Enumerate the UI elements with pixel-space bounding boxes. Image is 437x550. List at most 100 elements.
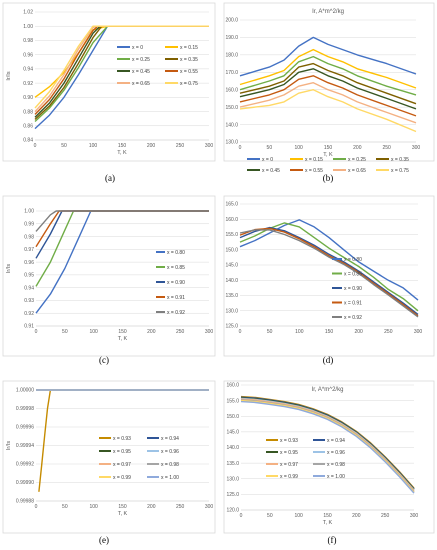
x-tick-label: 50 <box>62 504 68 510</box>
legend-label: x = 0.25 <box>348 157 366 163</box>
legend-label: x = 0.80 <box>344 257 362 263</box>
x-tick-label: 200 <box>352 513 361 519</box>
y-tick-label: 0.99988 <box>16 499 34 505</box>
y-tick-label: 160.0 <box>225 87 238 93</box>
legend-label: x = 0.98 <box>161 462 179 468</box>
legend-label: x = 0.85 <box>344 271 362 277</box>
x-axis-label: T, K <box>118 336 128 342</box>
y-tick-label: 0.94 <box>24 285 34 291</box>
y-tick-label: 1.00 <box>23 24 33 30</box>
x-tick-label: 0 <box>35 504 38 510</box>
x-tick-label: 150 <box>118 143 127 149</box>
legend-label: x = 0.35 <box>180 57 198 63</box>
y-tick-label: 0.99998 <box>16 406 34 412</box>
series-line-6 <box>239 75 417 117</box>
legend-label: x = 0.91 <box>344 300 362 306</box>
legend-label: x = 0.92 <box>344 315 362 321</box>
y-tick-label: 0.84 <box>23 138 33 144</box>
y-tick-label: 0.93 <box>24 298 34 304</box>
x-tick-label: 250 <box>176 143 185 149</box>
y-tick-label: 130.0 <box>226 476 239 482</box>
chart-panel-f: 120.0 125.0 130.0 135.0 140.0 145.0 150.0 155.0… <box>223 380 435 534</box>
legend-label: x = 0.90 <box>344 286 362 292</box>
y-tick-label: 0.96 <box>24 260 34 266</box>
x-tick-label: 300 <box>205 329 214 335</box>
legend-label: x = 0 <box>132 45 143 51</box>
y-tick-label: 125.0 <box>226 492 239 498</box>
legend-label: x = 0.75 <box>391 168 409 174</box>
chart-frame <box>223 195 435 357</box>
chart-frame <box>223 2 435 162</box>
legend-label: x = 0.95 <box>280 450 298 456</box>
x-tick-label: 200 <box>353 145 362 151</box>
y-tick-label: 135.0 <box>225 293 238 299</box>
y-tick-label: 0.98 <box>24 234 34 240</box>
legend: x = 0.80 x = 0.85 x = 0.90 x = 0.91 x = 0.92 <box>332 257 362 321</box>
y-tick-label: 150.0 <box>226 414 239 420</box>
x-tick-label: 0 <box>35 329 38 335</box>
chart-frame <box>2 2 216 162</box>
x-tick-label: 100 <box>294 513 303 519</box>
series-line-4 <box>239 227 419 317</box>
y-tick-label: 160.0 <box>225 217 238 223</box>
y-tick-label: 125.0 <box>225 324 238 330</box>
x-tick-label: 100 <box>89 504 98 510</box>
series-line-1 <box>239 36 417 77</box>
legend-label: x = 0.97 <box>113 462 131 468</box>
x-tick-label: 250 <box>381 513 390 519</box>
x-tick-label: 300 <box>410 513 419 519</box>
legend: x = 0.80 x = 0.85 x = 0.90 x = 0.91 x = 0.92 <box>156 250 185 316</box>
x-tick-label: 150 <box>323 513 332 519</box>
series-line-8 <box>240 400 415 494</box>
legend-label: x = 0.35 <box>391 157 409 163</box>
x-tick-label: 300 <box>412 145 421 151</box>
x-tick-label: 150 <box>325 329 334 335</box>
legend: x = 0 x = 0.15 x = 0.25 x = 0.35 x = 0.45 x =… <box>117 45 198 87</box>
series-line-5 <box>35 210 209 232</box>
x-tick-label: 50 <box>267 329 273 335</box>
y-tick-label: 140.0 <box>226 445 239 451</box>
legend-label: x = 0.65 <box>132 81 150 87</box>
y-tick-label: 180.0 <box>225 53 238 59</box>
panel-caption: (e) <box>99 535 109 545</box>
x-tick-label: 100 <box>294 145 303 151</box>
legend-label: x = 0.94 <box>327 438 345 444</box>
legend: x = 0.93 x = 0.94 x = 0.95 x = 0.96 x = 0.97… <box>266 438 345 480</box>
y-axis-label: Ir/Is <box>6 441 12 450</box>
y-tick-label: 1.00 <box>24 209 34 215</box>
y-tick-label: 0.99996 <box>16 425 34 431</box>
y-tick-label: 150.0 <box>225 105 238 111</box>
x-tick-label: 300 <box>414 329 423 335</box>
legend-label: x = 0.15 <box>180 45 198 51</box>
legend-label: x = 0 <box>262 157 273 163</box>
legend-label: x = 0.55 <box>305 168 323 174</box>
series-line-5 <box>239 68 417 110</box>
legend-label: x = 0.96 <box>327 450 345 456</box>
x-axis-label: T, K <box>117 150 127 156</box>
legend-label: x = 0.80 <box>167 250 185 256</box>
x-axis-label: T, K <box>323 520 333 526</box>
x-tick-label: 100 <box>89 143 98 149</box>
legend-label: x = 0.55 <box>180 69 198 75</box>
legend-label: x = 0.93 <box>280 438 298 444</box>
y-tick-label: 140.0 <box>225 278 238 284</box>
chart-panel-e: 0.99988 0.99990 0.99992 0.99994 0.99996 0.999… <box>2 380 216 534</box>
series-line-8 <box>34 25 209 109</box>
legend-label: x = 0.91 <box>167 295 185 301</box>
chart-frame <box>2 380 216 534</box>
x-tick-label: 200 <box>147 143 156 149</box>
x-tick-label: 50 <box>61 143 67 149</box>
y-tick-label: 130.0 <box>225 308 238 314</box>
y-tick-label: 1.02 <box>23 10 33 16</box>
x-tick-label: 100 <box>89 329 98 335</box>
y-axis-label: Ir/Is <box>6 264 12 273</box>
y-tick-label: 120.0 <box>226 508 239 514</box>
series-line-7 <box>239 81 417 124</box>
legend-label: x = 0.45 <box>262 168 280 174</box>
panel-caption: (c) <box>99 355 109 365</box>
y-tick-label: 155.0 <box>226 398 239 404</box>
y-tick-label: 0.86 <box>23 123 33 129</box>
legend-label: x = 0.96 <box>161 449 179 455</box>
y-tick-label: 200.0 <box>225 18 238 24</box>
legend-label: x = 0.15 <box>305 157 323 163</box>
